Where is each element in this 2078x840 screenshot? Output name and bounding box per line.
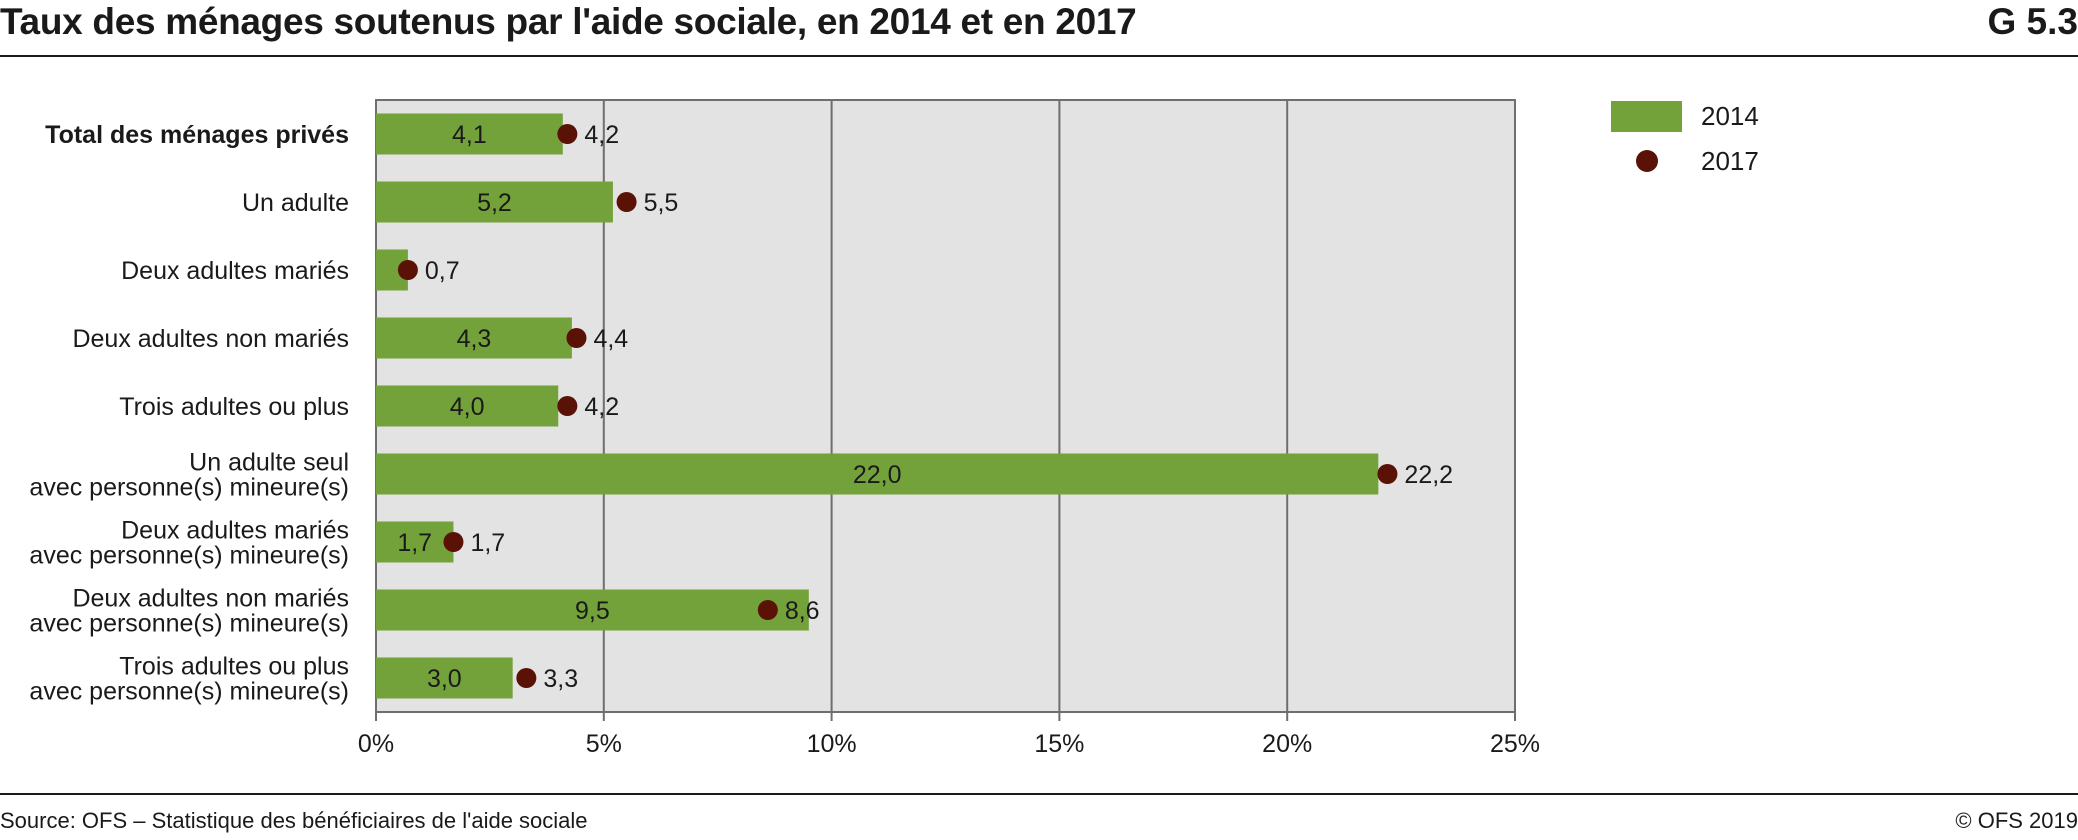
x-tick-label: 15% [1034, 730, 1084, 758]
category-label-line: avec personne(s) mineure(s) [29, 678, 349, 706]
bar-2014 [376, 385, 559, 427]
copyright-note: © OFS 2019 [1955, 808, 2078, 833]
dot-label-2017: 22,2 [1404, 461, 1453, 489]
bar-label-2014: 3,0 [427, 665, 462, 693]
x-tick-label: 25% [1490, 730, 1540, 758]
category-label-line: avec personne(s) mineure(s) [29, 474, 349, 502]
figure-code: G 5.3 [1987, 1, 2078, 42]
category-label-line: Deux adultes non mariés [72, 585, 349, 613]
x-tick-label: 5% [586, 730, 622, 758]
category-label-line: Deux adultes non mariés [72, 325, 349, 353]
bar-label-2014: 4,1 [452, 121, 487, 149]
category-label: Un adulte [242, 189, 349, 217]
x-tick-label: 0% [358, 730, 394, 758]
dot-label-2017: 3,3 [543, 665, 578, 693]
x-tick-label: 20% [1262, 730, 1312, 758]
category-label: Deux adultes mariés avec personne(s) mine… [29, 517, 349, 570]
dot-2017 [443, 532, 464, 552]
category-label-line: Un adulte seul [189, 449, 349, 477]
bar-2014 [376, 521, 454, 563]
category-label-line: Trois adultes ou plus [119, 653, 349, 681]
bar-label-2014: 4,3 [457, 325, 492, 353]
dot-label-2017: 0,7 [425, 257, 460, 285]
header-rule [0, 55, 2078, 57]
dot-label-2017: 1,7 [470, 529, 505, 557]
dot-2017 [516, 668, 537, 688]
category-label-line: Deux adultes mariés [121, 257, 349, 285]
x-tick-label: 10% [807, 730, 857, 758]
dot-2017 [557, 396, 578, 416]
dot-label-2017: 8,6 [785, 597, 820, 625]
chart-title: Taux des ménages soutenus par l'aide soc… [0, 1, 1137, 42]
dot-label-2017: 4,2 [584, 121, 619, 149]
legend-label-2014: 2014 [1701, 101, 1759, 131]
bar-2014 [376, 453, 1379, 495]
category-label-line: Total des ménages privés [45, 121, 349, 149]
bar-2014 [376, 657, 513, 699]
category-label: Trois adultes ou plus avec personne(s) mi… [29, 653, 349, 706]
dot-2017 [566, 328, 587, 348]
legend-label-2017: 2017 [1701, 146, 1759, 176]
category-label: Deux adultes non mariés avec personne(s) … [29, 585, 349, 638]
category-label: Un adulte seul avec personne(s) mineure(s… [29, 449, 349, 502]
dot-2017 [1377, 464, 1398, 484]
bar-label-2014: 1,7 [397, 529, 432, 557]
category-label: Total des ménages privés [45, 121, 349, 149]
category-label: Deux adultes mariés [121, 257, 349, 285]
footer-rule [0, 793, 2078, 795]
dot-2017 [757, 600, 778, 620]
bar-chart: 4,1 5,2 4,3 4,0 22,0 1,7 9,5 3,0 4,2 5,5 0,7 4,4 4,… [29, 99, 1540, 758]
bar-2014 [376, 589, 809, 631]
legend-dot-2017 [1636, 150, 1658, 172]
dot-label-2017: 4,2 [584, 393, 619, 421]
bar-label-2014: 9,5 [575, 597, 610, 625]
legend-swatch-2014 [1611, 101, 1682, 132]
dot-2017 [616, 192, 637, 212]
bar-2014 [376, 317, 572, 359]
bar-label-2014: 4,0 [450, 393, 485, 421]
bar-2014 [376, 113, 563, 155]
dot-2017 [397, 260, 418, 280]
source-note: Source: OFS – Statistique des bénéficiai… [0, 808, 588, 833]
bar-2014 [376, 181, 613, 223]
category-label: Deux adultes non mariés [72, 325, 349, 353]
category-label: Trois adultes ou plus [119, 393, 349, 421]
category-label-line: Trois adultes ou plus [119, 393, 349, 421]
category-label-line: avec personne(s) mineure(s) [29, 610, 349, 638]
category-label-line: Deux adultes mariés [121, 517, 349, 545]
bar-label-2014: 22,0 [853, 461, 902, 489]
category-label-line: Un adulte [242, 189, 349, 217]
dot-2017 [557, 124, 578, 144]
category-label-line: avec personne(s) mineure(s) [29, 542, 349, 570]
dot-label-2017: 5,5 [644, 189, 679, 217]
bar-label-2014: 5,2 [477, 189, 512, 217]
dot-label-2017: 4,4 [593, 325, 628, 353]
